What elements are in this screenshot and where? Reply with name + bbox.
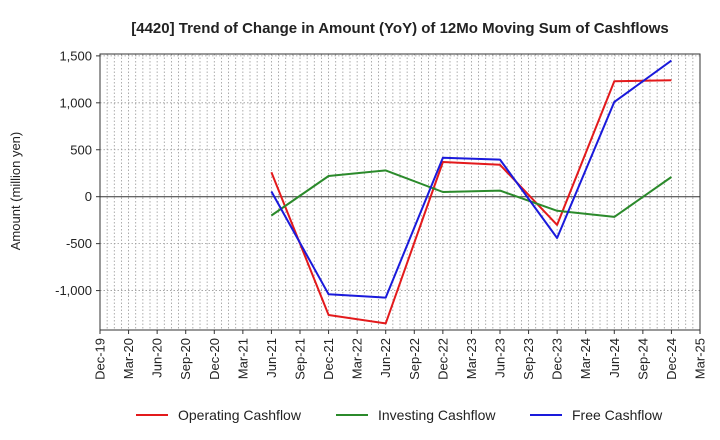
x-tick-label: Jun-20 bbox=[150, 338, 165, 378]
x-tick-label: Dec-21 bbox=[321, 338, 336, 380]
series-layer bbox=[270, 59, 672, 325]
x-tick-label: Jun-22 bbox=[378, 338, 393, 378]
x-tick-label: Mar-20 bbox=[121, 338, 136, 379]
y-tick-label: 1,500 bbox=[59, 48, 92, 63]
operating-cashflow-legend-label: Operating Cashflow bbox=[178, 407, 302, 423]
x-tick-label: Mar-24 bbox=[578, 338, 593, 379]
chart-title: [4420] Trend of Change in Amount (YoY) o… bbox=[131, 20, 669, 37]
x-tick-label: Mar-22 bbox=[350, 338, 365, 379]
y-axis-label: Amount (million yen) bbox=[8, 132, 23, 251]
y-tick-label: 500 bbox=[70, 142, 92, 157]
legend: Operating Cashflow Investing Cashflow Free… bbox=[136, 407, 663, 423]
x-tick-label: Jun-21 bbox=[264, 338, 279, 378]
x-tick-label: Sep-22 bbox=[407, 338, 422, 380]
operating-cashflow-line bbox=[270, 79, 672, 325]
investing-cashflow-line bbox=[270, 169, 672, 218]
x-tick-label: Mar-23 bbox=[464, 338, 479, 379]
y-tick-label: 0 bbox=[85, 189, 92, 204]
x-tick-label: Dec-22 bbox=[435, 338, 450, 380]
x-tick-label: Sep-21 bbox=[293, 338, 308, 380]
x-tick-label: Dec-23 bbox=[550, 338, 565, 380]
x-tick-labels: Dec-19 Mar-20 Jun-20 Sep-20 Dec-20 Mar-21 Jun-… bbox=[93, 330, 708, 380]
y-tick-label: 1,000 bbox=[59, 95, 92, 110]
plot-frame bbox=[99, 53, 701, 331]
x-tick-label: Sep-20 bbox=[178, 338, 193, 380]
y-tick-label: -500 bbox=[66, 236, 92, 251]
x-tick-label: Sep-23 bbox=[521, 338, 536, 380]
free-cashflow-line bbox=[270, 59, 672, 299]
x-tick-label: Sep-24 bbox=[635, 338, 650, 380]
x-tick-label: Mar-21 bbox=[235, 338, 250, 379]
x-tick-label: Mar-25 bbox=[693, 338, 708, 379]
x-tick-label: Dec-19 bbox=[93, 338, 108, 380]
y-tick-labels: 1,500 1,000 500 0 -500 -1,000 bbox=[55, 48, 100, 298]
x-tick-label: Jun-24 bbox=[607, 338, 622, 378]
free-cashflow-legend-label: Free Cashflow bbox=[572, 407, 663, 423]
x-tick-label: Dec-24 bbox=[664, 338, 679, 380]
x-tick-label: Dec-20 bbox=[207, 338, 222, 380]
x-tick-label: Jun-23 bbox=[493, 338, 508, 378]
grid-layer bbox=[100, 54, 700, 330]
y-tick-label: -1,000 bbox=[55, 283, 92, 298]
investing-cashflow-legend-label: Investing Cashflow bbox=[378, 407, 496, 423]
